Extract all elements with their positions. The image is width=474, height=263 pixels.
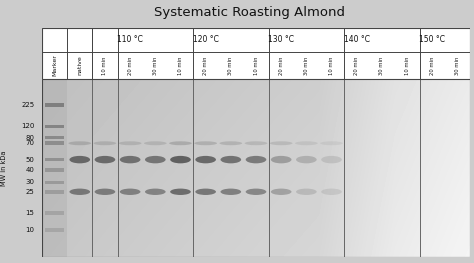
- Ellipse shape: [295, 141, 318, 145]
- Text: 20 min: 20 min: [354, 56, 359, 75]
- Ellipse shape: [271, 156, 292, 163]
- Ellipse shape: [246, 189, 266, 195]
- Ellipse shape: [170, 156, 191, 163]
- Bar: [45, 168, 64, 172]
- Text: 10 min: 10 min: [178, 56, 183, 75]
- Text: 20 min: 20 min: [430, 56, 435, 75]
- Text: 40: 40: [26, 167, 35, 173]
- Text: 10 min: 10 min: [102, 56, 108, 75]
- Ellipse shape: [120, 156, 140, 163]
- Text: 120: 120: [21, 123, 35, 129]
- Ellipse shape: [170, 189, 191, 195]
- Text: Marker: Marker: [52, 54, 57, 77]
- Ellipse shape: [246, 156, 266, 163]
- Text: 150 °C: 150 °C: [419, 35, 445, 44]
- Ellipse shape: [220, 156, 241, 163]
- Text: 80: 80: [26, 135, 35, 141]
- Ellipse shape: [95, 189, 115, 195]
- Bar: [45, 103, 64, 107]
- Text: 30 min: 30 min: [153, 56, 158, 75]
- Bar: [45, 211, 64, 215]
- Ellipse shape: [120, 189, 140, 195]
- Ellipse shape: [220, 189, 241, 195]
- Bar: [45, 136, 64, 139]
- Bar: [45, 125, 64, 128]
- Ellipse shape: [245, 141, 267, 145]
- Ellipse shape: [95, 156, 115, 163]
- Text: 30: 30: [26, 179, 35, 185]
- Ellipse shape: [144, 141, 167, 145]
- Bar: [45, 158, 64, 161]
- Text: 10 min: 10 min: [329, 56, 334, 75]
- Text: MW in kDa: MW in kDa: [1, 150, 7, 186]
- Ellipse shape: [195, 156, 216, 163]
- Text: 20 min: 20 min: [203, 56, 208, 75]
- Text: 25: 25: [26, 189, 35, 195]
- Text: 10 min: 10 min: [404, 56, 410, 75]
- Text: 140 °C: 140 °C: [344, 35, 370, 44]
- Text: 50: 50: [26, 156, 35, 163]
- Text: native: native: [77, 55, 82, 75]
- Ellipse shape: [296, 189, 317, 195]
- Ellipse shape: [70, 189, 90, 195]
- Ellipse shape: [194, 141, 217, 145]
- Text: 30 min: 30 min: [455, 56, 460, 75]
- Ellipse shape: [145, 156, 165, 163]
- Ellipse shape: [93, 141, 116, 145]
- Text: 30 min: 30 min: [379, 56, 384, 75]
- Text: 110 °C: 110 °C: [117, 35, 143, 44]
- Bar: [45, 190, 64, 194]
- Ellipse shape: [296, 156, 317, 163]
- Ellipse shape: [320, 141, 343, 145]
- Ellipse shape: [195, 189, 216, 195]
- Text: 30 min: 30 min: [304, 56, 309, 75]
- Text: 70: 70: [26, 140, 35, 146]
- Bar: [45, 228, 64, 232]
- Ellipse shape: [270, 141, 292, 145]
- Text: 10 min: 10 min: [254, 56, 258, 75]
- Ellipse shape: [68, 141, 91, 145]
- Text: 30 min: 30 min: [228, 56, 233, 75]
- Bar: [42, 79, 67, 257]
- Ellipse shape: [321, 189, 342, 195]
- Text: 10: 10: [26, 227, 35, 233]
- Ellipse shape: [219, 141, 242, 145]
- Bar: [45, 181, 64, 184]
- Ellipse shape: [119, 141, 141, 145]
- Ellipse shape: [271, 189, 292, 195]
- Text: Systematic Roasting Almond: Systematic Roasting Almond: [154, 6, 345, 19]
- Text: 15: 15: [26, 210, 35, 216]
- Text: 130 °C: 130 °C: [268, 35, 294, 44]
- Ellipse shape: [321, 156, 342, 163]
- Text: 20 min: 20 min: [128, 56, 133, 75]
- Text: 120 °C: 120 °C: [193, 35, 219, 44]
- Text: 225: 225: [21, 102, 35, 108]
- Ellipse shape: [169, 141, 192, 145]
- Ellipse shape: [145, 189, 165, 195]
- Bar: [45, 141, 64, 145]
- Text: 20 min: 20 min: [279, 56, 283, 75]
- Ellipse shape: [70, 156, 90, 163]
